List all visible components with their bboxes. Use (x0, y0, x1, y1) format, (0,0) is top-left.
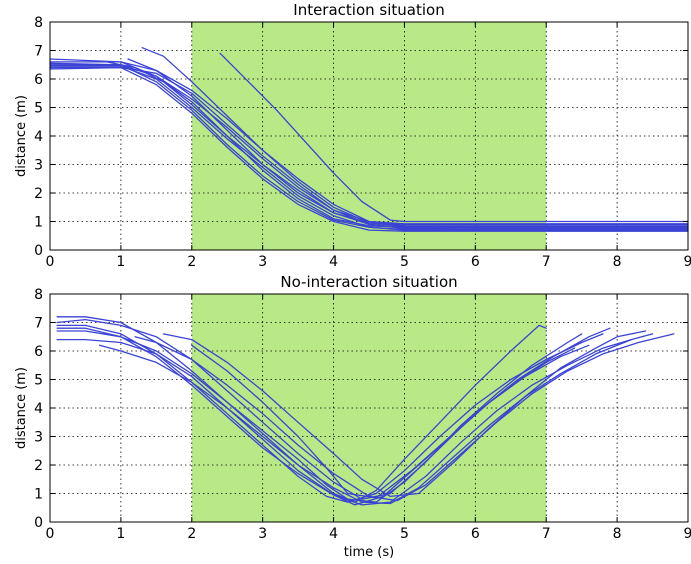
top-chart-title: Interaction situation (293, 1, 444, 19)
bottom-y-tick-label: 1 (34, 487, 43, 503)
bottom-series-line-7 (134, 333, 675, 502)
bottom-series-line-6 (98, 333, 654, 505)
top-chart: 0 1 2 3 4 5 6 7 8 9 0 1 2 3 4 5 6 7 8 Interaction situatio… (14, 1, 691, 270)
bottom-grid (50, 294, 688, 522)
top-x-tick-label: 7 (542, 254, 551, 270)
bottom-series-line-4 (56, 327, 632, 506)
top-series-line-7 (141, 47, 689, 228)
bottom-tick-labels: 0 1 2 3 4 5 6 7 8 9 0 1 2 3 4 5 6 7 8 (34, 287, 691, 542)
top-tick-labels: 0 1 2 3 4 5 6 7 8 9 0 1 2 3 4 5 6 7 8 (34, 15, 691, 270)
bottom-y-tick-label: 3 (34, 430, 43, 446)
top-x-tick-label: 3 (258, 254, 267, 270)
bottom-y-tick-label: 8 (34, 287, 43, 303)
top-y-tick-label: 0 (34, 243, 43, 259)
bottom-y-tick-label: 0 (34, 515, 43, 531)
bottom-x-tick-label: 9 (684, 526, 691, 542)
bottom-x-tick-label: 8 (613, 526, 622, 542)
top-y-tick-label: 4 (34, 129, 43, 145)
bottom-series-line-5 (56, 338, 590, 506)
bottom-series-line-8 (162, 330, 647, 498)
top-series-line-9 (106, 61, 689, 229)
top-x-tick-label: 5 (400, 254, 409, 270)
bottom-x-tick-label: 2 (187, 526, 196, 542)
top-x-tick-label: 0 (46, 254, 55, 270)
top-x-tick-label: 2 (187, 254, 196, 270)
top-x-tick-label: 9 (684, 254, 691, 270)
top-y-tick-label: 5 (34, 101, 43, 117)
bottom-x-tick-label: 5 (400, 526, 409, 542)
top-y-axis-label: distance (m) (14, 95, 29, 177)
bottom-y-tick-label: 7 (34, 316, 43, 332)
bottom-x-tick-label: 1 (116, 526, 125, 542)
top-x-tick-label: 8 (613, 254, 622, 270)
bottom-x-tick-label: 3 (258, 526, 267, 542)
top-series-line-2 (49, 61, 689, 227)
top-series-line-11 (219, 52, 689, 223)
bottom-y-tick-label: 2 (34, 458, 43, 474)
top-x-tick-label: 6 (471, 254, 480, 270)
top-series-line-10 (49, 62, 689, 231)
bottom-series-group (56, 316, 675, 506)
bottom-x-axis-label: time (s) (344, 545, 394, 560)
top-y-tick-label: 2 (34, 186, 43, 202)
bottom-x-tick-label: 6 (471, 526, 480, 542)
top-y-tick-label: 7 (34, 44, 43, 60)
top-series-line-5 (49, 66, 689, 232)
bottom-x-tick-label: 7 (542, 526, 551, 542)
bottom-x-tick-label: 4 (329, 526, 338, 542)
bottom-chart: 0 1 2 3 4 5 6 7 8 9 0 1 2 3 4 5 6 7 8 No-interaction situa… (14, 273, 691, 560)
top-y-tick-label: 8 (34, 15, 43, 31)
bottom-series-line-1 (56, 316, 547, 503)
top-x-tick-label: 4 (329, 254, 338, 270)
bottom-series-line-2 (56, 318, 583, 500)
bottom-chart-title: No-interaction situation (280, 273, 457, 291)
top-series-group (49, 47, 689, 232)
bottom-y-tick-label: 5 (34, 373, 43, 389)
top-y-tick-label: 6 (34, 72, 43, 88)
bottom-y-axis-label: distance (m) (14, 367, 29, 449)
top-x-tick-label: 1 (116, 254, 125, 270)
bottom-series-line-3 (56, 324, 604, 503)
bottom-series-line-10 (56, 330, 576, 503)
bottom-series-line-9 (191, 327, 611, 499)
top-y-tick-label: 3 (34, 158, 43, 174)
bottom-y-tick-label: 4 (34, 401, 43, 417)
bottom-x-tick-label: 0 (46, 526, 55, 542)
top-y-tick-label: 1 (34, 215, 43, 231)
bottom-y-tick-label: 6 (34, 344, 43, 360)
